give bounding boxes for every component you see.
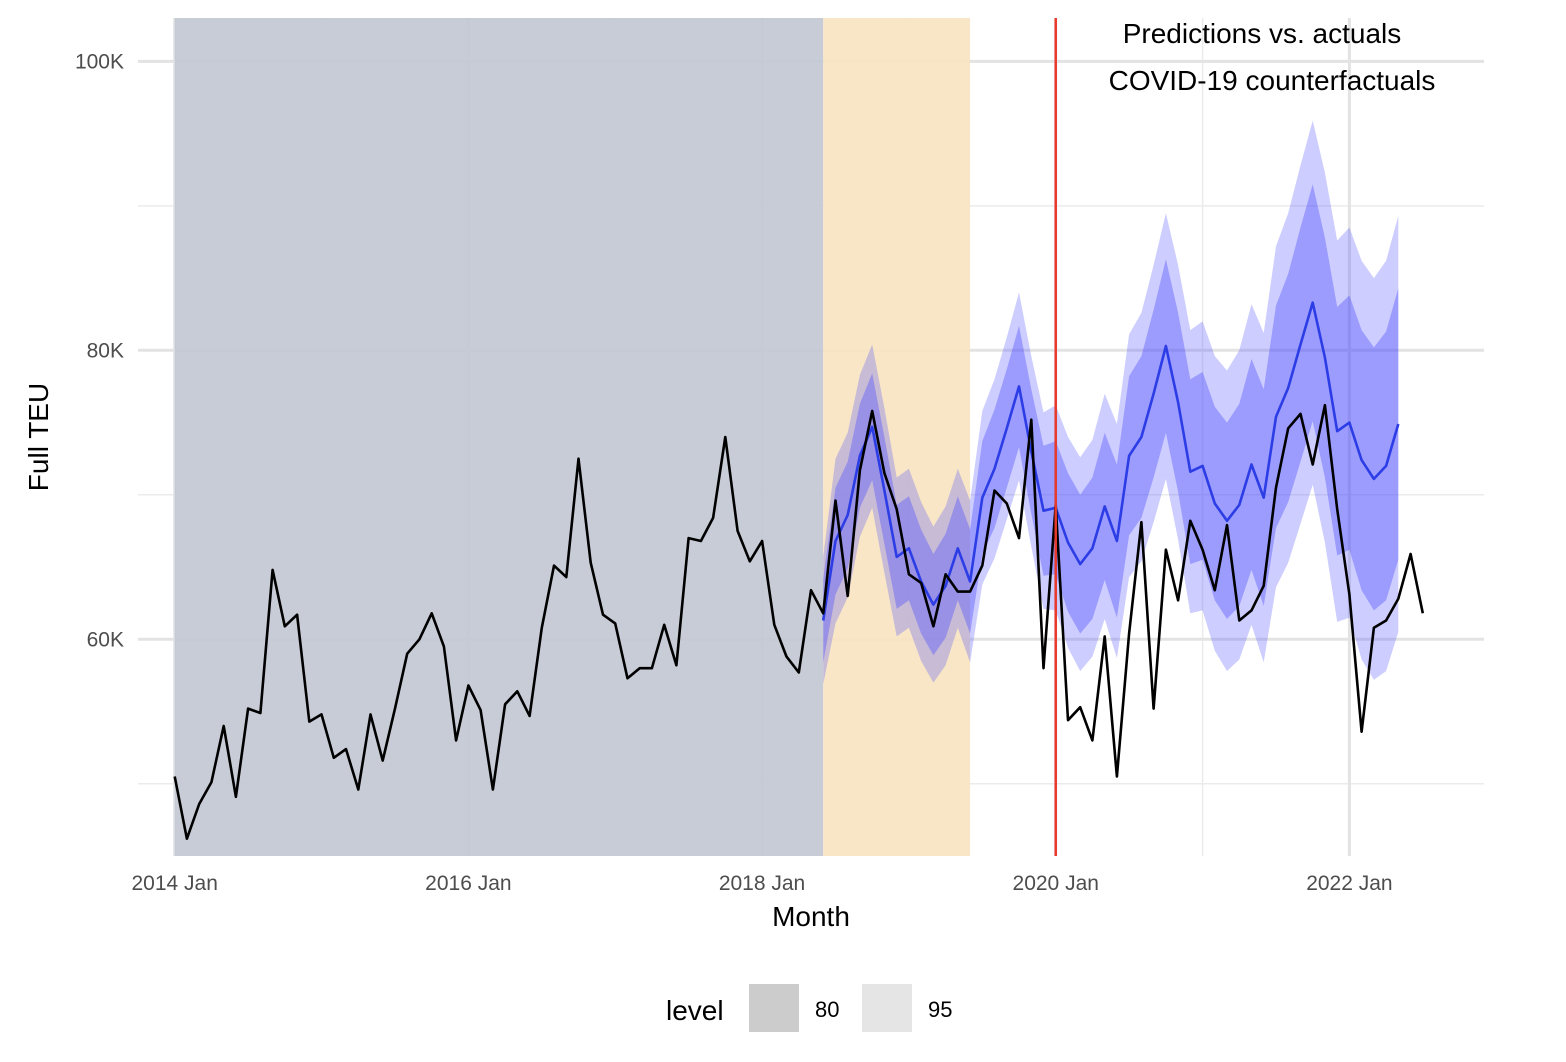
shaded-regions bbox=[174, 18, 971, 856]
region-training bbox=[174, 18, 824, 856]
legend-title: level bbox=[666, 995, 724, 1026]
x-tick-labels: 2014 Jan 2016 Jan 2018 Jan 2020 Jan 2022 Jan bbox=[131, 872, 1392, 895]
x-tick-label: 2018 Jan bbox=[719, 872, 805, 895]
legend: level 80 95 bbox=[666, 984, 952, 1032]
y-axis-title: Full TEU bbox=[23, 383, 54, 491]
y-tick-label: 100K bbox=[75, 50, 124, 73]
annotation-line-2: COVID-19 counterfactuals bbox=[1109, 65, 1436, 96]
x-tick-label: 2020 Jan bbox=[1013, 872, 1099, 895]
legend-label-95: 95 bbox=[928, 997, 952, 1022]
y-tick-label: 80K bbox=[87, 339, 124, 362]
x-axis-title: Month bbox=[772, 901, 850, 932]
y-tick-label: 60K bbox=[87, 628, 124, 651]
actual-line bbox=[173, 403, 1425, 840]
x-tick-label: 2014 Jan bbox=[131, 872, 217, 895]
band-95 bbox=[823, 120, 1399, 685]
forecast-interval-bands bbox=[823, 120, 1399, 685]
legend-label-80: 80 bbox=[815, 997, 839, 1022]
x-tick-label: 2022 Jan bbox=[1306, 872, 1392, 895]
forecast-mean-line bbox=[821, 301, 1400, 621]
y-tick-labels: 60K 80K 100K bbox=[75, 50, 124, 651]
legend-key-80 bbox=[749, 984, 799, 1032]
annotation-line-1: Predictions vs. actuals bbox=[1123, 18, 1402, 49]
band-80 bbox=[823, 184, 1399, 663]
x-tick-label: 2016 Jan bbox=[425, 872, 511, 895]
series-lines bbox=[173, 301, 1425, 840]
region-validation bbox=[823, 18, 971, 856]
legend-key-95 bbox=[862, 984, 912, 1032]
